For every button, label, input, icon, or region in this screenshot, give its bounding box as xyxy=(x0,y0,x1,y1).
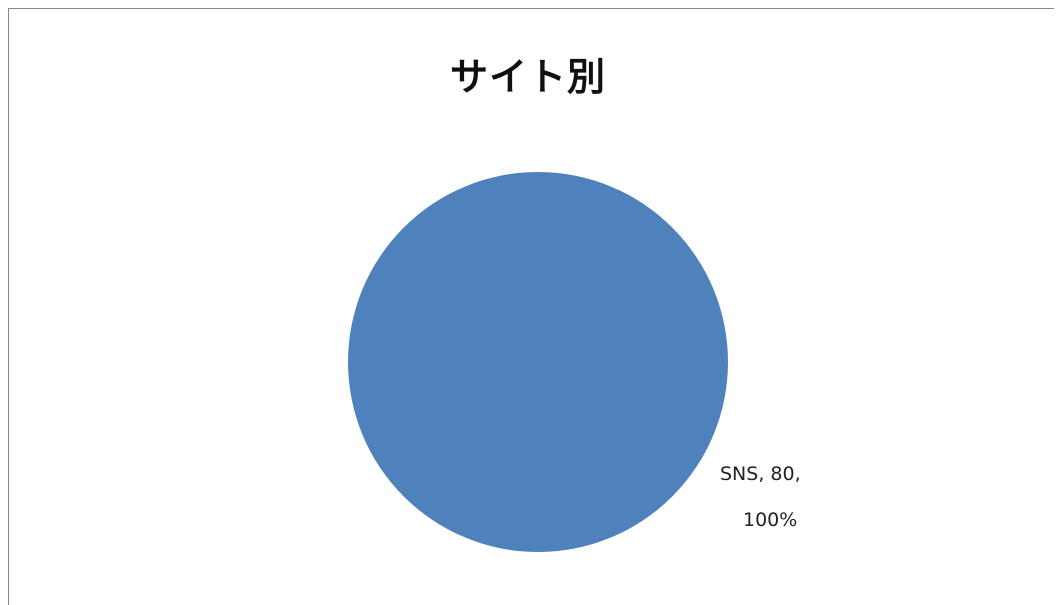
pie-slice-sns xyxy=(348,172,728,552)
chart-title: サイト別 xyxy=(449,55,606,99)
pie-slices xyxy=(348,172,728,552)
slice-data-label-line1: SNS, 80, xyxy=(720,463,801,485)
slice-data-label-line2: 100% xyxy=(743,509,797,531)
